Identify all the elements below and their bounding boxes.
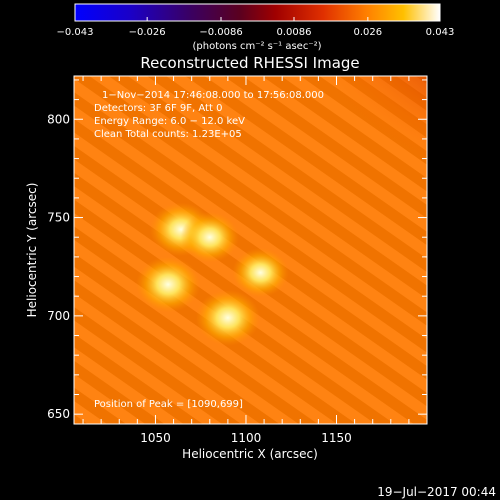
source-blob — [135, 256, 201, 313]
annotation-line: 1−Nov−2014 17:46:08.000 to 17:56:08.000 — [102, 90, 324, 101]
y-tick-label: 800 — [47, 112, 70, 126]
x-tick-label: 1050 — [140, 431, 171, 445]
bright-sources — [135, 202, 289, 346]
y-axis-label: Heliocentric Y (arcsec) — [25, 183, 39, 318]
source-blob — [195, 289, 261, 346]
colorbar-tick-label: −0.043 — [56, 27, 93, 38]
observation-annotations: 1−Nov−2014 17:46:08.000 to 17:56:08.000 D… — [94, 90, 324, 140]
y-tick-label: 750 — [47, 211, 70, 225]
annotation-line: Clean Total counts: 1.23E+05 — [94, 129, 242, 140]
colorbar-tick-label: 0.043 — [426, 27, 455, 38]
peak-label: Position of Peak = [1090,699] — [94, 399, 243, 410]
heatmap-image — [74, 76, 427, 424]
annotation-line: Energy Range: 6.0 − 12.0 keV — [94, 116, 245, 127]
colorbar-tick-label: 0.0086 — [277, 27, 312, 38]
colorbar-unit-label: (photons cm⁻² s⁻¹ asec⁻²) — [192, 41, 321, 52]
y-tick-label: 650 — [47, 407, 70, 421]
axes: 1050 1100 1150 650 700 750 800 — [47, 76, 427, 445]
footer-date: 19−Jul−2017 00:44 — [377, 485, 496, 499]
colorbar-tick-label: −0.0086 — [199, 27, 242, 38]
annotation-line: Detectors: 3F 6F 9F, Att 0 — [94, 103, 222, 114]
colorbar-tick-label: 0.026 — [354, 27, 383, 38]
colorbar-ticks: −0.043 −0.026 −0.0086 0.0086 0.026 0.043 — [56, 17, 454, 38]
colorbar-tick-label: −0.026 — [129, 27, 166, 38]
dark-corner-region — [277, 76, 427, 196]
x-tick-label: 1150 — [321, 431, 352, 445]
source-blob — [232, 247, 289, 298]
colorbar — [74, 3, 441, 22]
source-blob — [180, 211, 239, 263]
chart-title: Reconstructed RHESSI Image — [140, 54, 359, 72]
plot-frame — [73, 75, 428, 425]
y-tick-label: 700 — [47, 309, 70, 323]
x-tick-label: 1100 — [231, 431, 262, 445]
x-axis-label: Heliocentric X (arcsec) — [182, 447, 318, 461]
